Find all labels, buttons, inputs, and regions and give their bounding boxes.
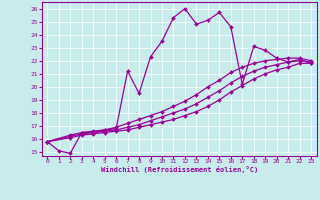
X-axis label: Windchill (Refroidissement éolien,°C): Windchill (Refroidissement éolien,°C) — [100, 166, 258, 173]
